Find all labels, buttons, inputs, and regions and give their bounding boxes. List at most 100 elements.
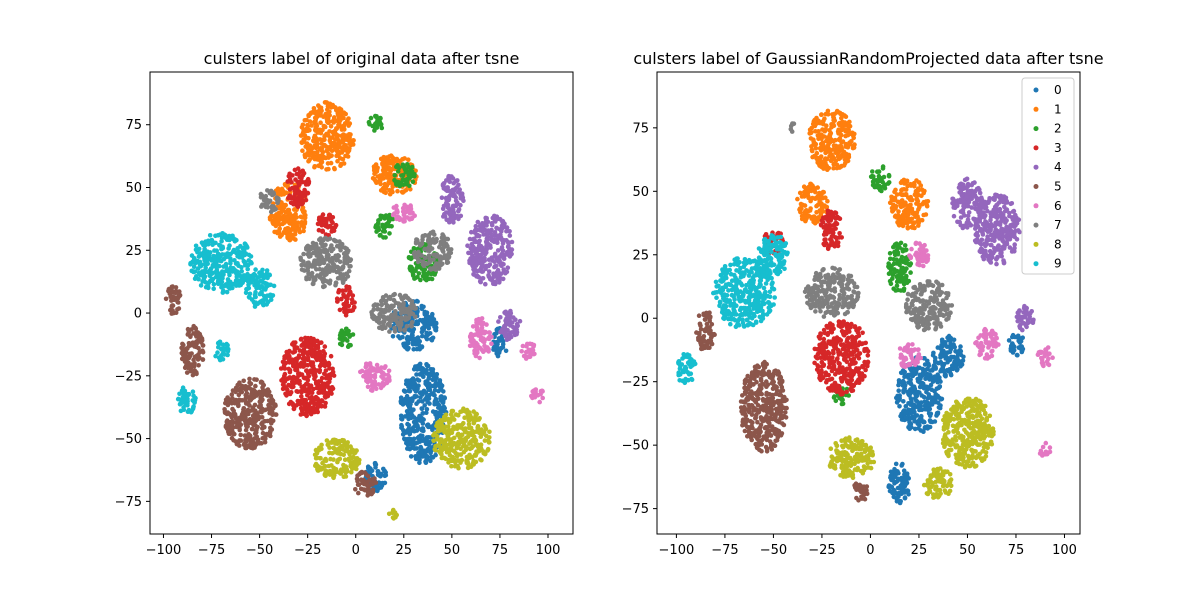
point-cluster-4 bbox=[513, 317, 518, 323]
point-cluster-8 bbox=[390, 515, 396, 520]
point-cluster-7 bbox=[437, 244, 442, 250]
point-cluster-5 bbox=[200, 343, 206, 348]
point-cluster-1 bbox=[301, 224, 307, 230]
point-cluster-3 bbox=[308, 338, 314, 344]
point-cluster-6 bbox=[532, 394, 538, 400]
point-cluster-6 bbox=[370, 385, 375, 390]
point-cluster-9 bbox=[215, 280, 221, 286]
point-cluster-3 bbox=[292, 194, 297, 200]
point-cluster-2 bbox=[401, 164, 407, 170]
chart-panel-1: −100 −75 −50 −25 0 25 50 75 100−75−50−250255075c… bbox=[115, 49, 574, 558]
point-cluster-0 bbox=[433, 452, 438, 458]
point-cluster-3 bbox=[291, 201, 296, 207]
point-cluster-7 bbox=[434, 254, 439, 259]
point-cluster-1 bbox=[292, 220, 298, 225]
point-cluster-7 bbox=[335, 243, 340, 249]
point-cluster-3 bbox=[319, 375, 325, 381]
point-cluster-4 bbox=[448, 210, 454, 216]
point-cluster-6 bbox=[363, 364, 369, 370]
point-cluster-2 bbox=[378, 122, 384, 127]
point-cluster-6 bbox=[402, 209, 407, 215]
point-cluster-3 bbox=[316, 227, 322, 233]
point-cluster-1 bbox=[331, 120, 337, 125]
point-cluster-1 bbox=[345, 118, 350, 123]
point-cluster-2 bbox=[347, 334, 352, 339]
point-cluster-0 bbox=[500, 339, 506, 344]
point-cluster-0 bbox=[415, 299, 420, 304]
point-cluster-6 bbox=[376, 382, 381, 387]
point-cluster-1 bbox=[293, 237, 298, 242]
point-cluster-5 bbox=[169, 298, 174, 303]
point-cluster-3 bbox=[282, 371, 288, 377]
point-cluster-1 bbox=[287, 232, 293, 237]
point-cluster-3 bbox=[329, 372, 335, 378]
point-cluster-5 bbox=[169, 304, 175, 309]
point-cluster-6 bbox=[523, 356, 529, 361]
point-cluster-8 bbox=[330, 437, 336, 443]
point-cluster-8 bbox=[433, 443, 438, 449]
point-cluster-4 bbox=[501, 267, 507, 272]
point-cluster-1 bbox=[343, 144, 348, 149]
point-cluster-9 bbox=[262, 273, 268, 279]
point-cluster-8 bbox=[466, 425, 472, 431]
point-cluster-5 bbox=[245, 407, 251, 413]
point-cluster-4 bbox=[443, 210, 449, 215]
point-cluster-2 bbox=[411, 246, 417, 251]
point-cluster-2 bbox=[390, 216, 396, 222]
point-cluster-0 bbox=[418, 367, 424, 372]
point-cluster-2 bbox=[346, 328, 351, 334]
point-cluster-7 bbox=[347, 258, 353, 264]
point-cluster-5 bbox=[253, 418, 259, 424]
point-cluster-7 bbox=[348, 263, 353, 269]
point-cluster-4 bbox=[494, 226, 500, 231]
point-cluster-3 bbox=[287, 348, 292, 354]
point-cluster-6 bbox=[531, 342, 537, 348]
point-cluster-0 bbox=[914, 393, 920, 399]
point-cluster-9 bbox=[209, 277, 214, 282]
point-cluster-1 bbox=[335, 149, 340, 155]
point-cluster-8 bbox=[449, 463, 454, 469]
point-cluster-9 bbox=[222, 346, 227, 351]
point-cluster-0 bbox=[375, 486, 380, 492]
point-cluster-8 bbox=[465, 460, 470, 466]
point-cluster-5 bbox=[237, 427, 242, 433]
point-cluster-9 bbox=[248, 254, 254, 259]
point-cluster-7 bbox=[371, 307, 377, 312]
point-cluster-7 bbox=[269, 204, 275, 209]
point-cluster-8 bbox=[446, 449, 452, 455]
point-cluster-0 bbox=[415, 377, 420, 382]
point-cluster-5 bbox=[361, 487, 367, 492]
point-cluster-1 bbox=[341, 123, 347, 128]
point-cluster-4 bbox=[506, 243, 511, 248]
point-cluster-4 bbox=[466, 250, 471, 256]
point-cluster-6 bbox=[468, 334, 473, 340]
point-cluster-4 bbox=[492, 213, 497, 219]
point-cluster-7 bbox=[315, 257, 321, 263]
point-cluster-2 bbox=[397, 183, 403, 189]
point-cluster-6 bbox=[361, 373, 366, 379]
point-cluster-0 bbox=[418, 395, 423, 400]
point-cluster-6 bbox=[368, 365, 373, 371]
point-cluster-0 bbox=[383, 472, 389, 478]
point-cluster-9 bbox=[181, 407, 187, 413]
point-cluster-4 bbox=[459, 194, 465, 200]
point-cluster-9 bbox=[191, 404, 196, 409]
point-cluster-5 bbox=[249, 389, 255, 395]
point-cluster-2 bbox=[410, 179, 416, 184]
point-cluster-7 bbox=[372, 315, 378, 321]
point-cluster-5 bbox=[173, 290, 178, 296]
point-cluster-9 bbox=[201, 242, 206, 248]
point-cluster-6 bbox=[519, 349, 524, 354]
point-cluster-9 bbox=[253, 267, 258, 272]
point-cluster-9 bbox=[213, 353, 218, 359]
point-cluster-1 bbox=[296, 226, 302, 232]
point-cluster-4 bbox=[480, 269, 486, 274]
point-cluster-2 bbox=[428, 272, 434, 277]
point-cluster-7 bbox=[333, 254, 338, 260]
point-cluster-7 bbox=[327, 281, 333, 286]
point-cluster-7 bbox=[397, 327, 403, 333]
point-cluster-6 bbox=[481, 329, 486, 334]
point-cluster-4 bbox=[500, 241, 506, 246]
point-cluster-1 bbox=[306, 158, 312, 164]
point-cluster-3 bbox=[298, 372, 303, 378]
